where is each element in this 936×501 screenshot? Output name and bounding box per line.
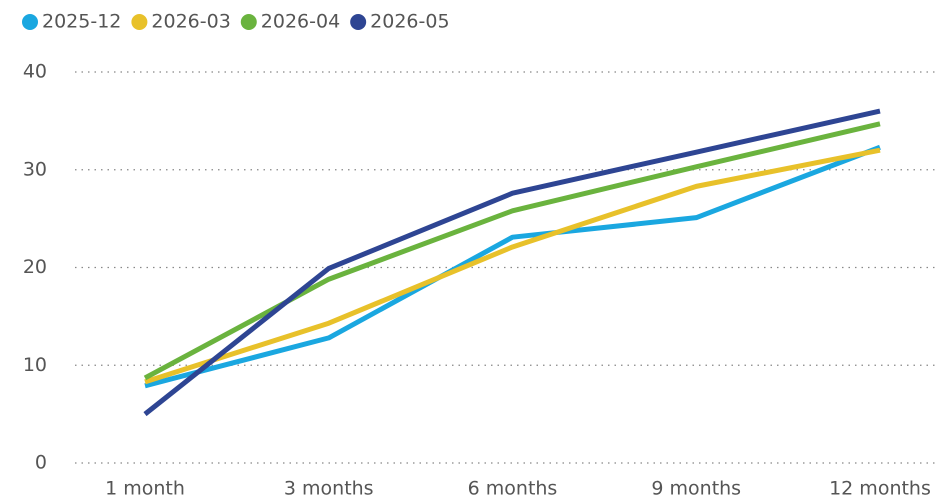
legend-label: 2026-04 [261, 11, 340, 33]
legend-marker [350, 14, 367, 30]
series-line [144, 147, 881, 385]
series-line [143, 121, 881, 381]
x-tick-label: 3 months [284, 478, 374, 500]
y-tick-label: 30 [23, 158, 47, 180]
x-tick-label: 6 months [468, 478, 558, 500]
x-tick-label: 9 months [651, 478, 741, 500]
y-tick-label: 10 [23, 354, 47, 376]
series-line [144, 144, 881, 389]
legend-marker [240, 14, 257, 30]
legend-marker [131, 14, 148, 30]
legend-marker [22, 14, 38, 30]
x-tick-label: 1 month [105, 478, 185, 500]
legend-label: 2025-12 [42, 11, 121, 33]
y-tick-label: 20 [23, 256, 47, 278]
x-tick-label: 12 months [829, 478, 931, 500]
series-line [143, 108, 881, 417]
legend-label: 2026-05 [370, 11, 449, 33]
y-tick-label: 0 [35, 452, 47, 474]
y-tick-label: 40 [23, 61, 47, 83]
legend-label: 2026-03 [151, 11, 230, 33]
